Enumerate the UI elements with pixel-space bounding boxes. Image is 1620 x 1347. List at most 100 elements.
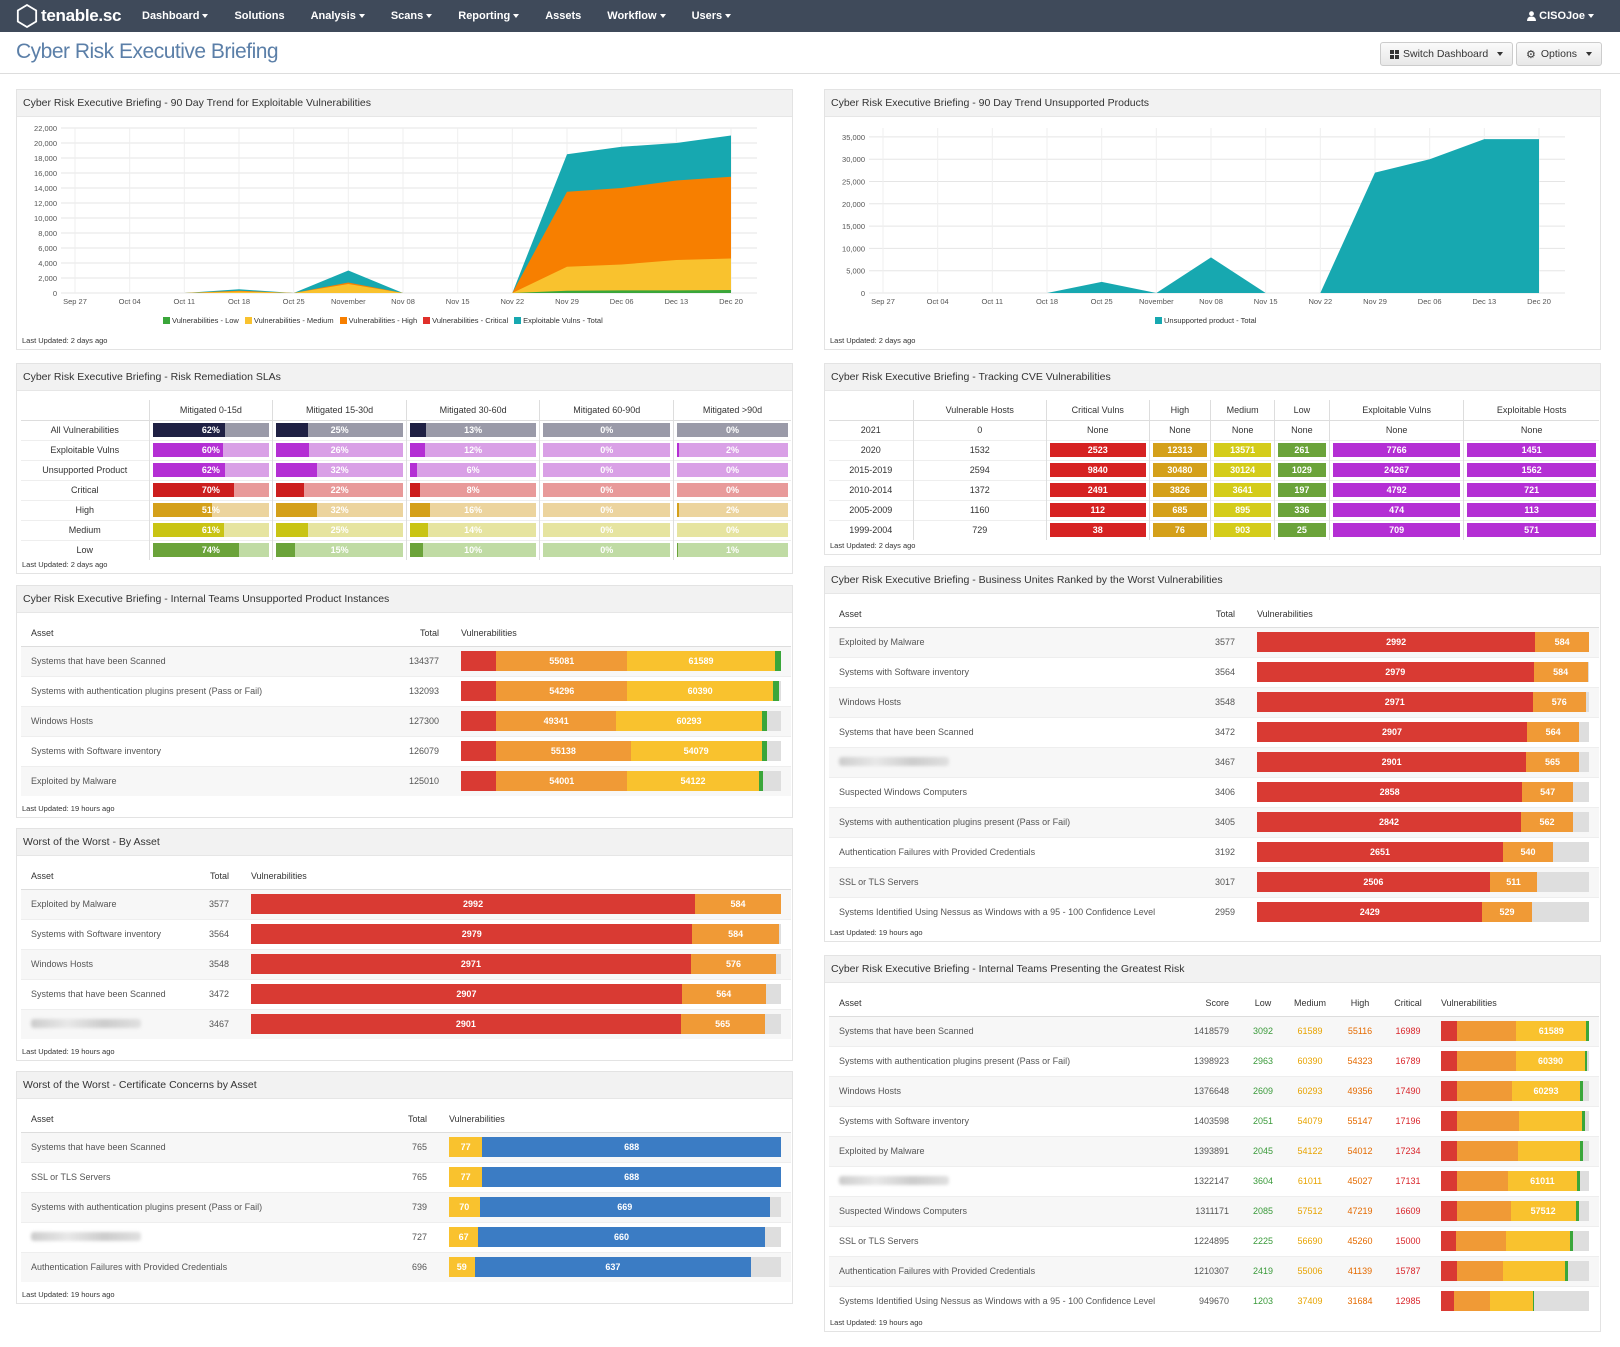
sla-progress-bar[interactable]: 0% [677,463,788,477]
table-row[interactable]: 1322147 3604 61011 45027 17131 61011 [829,1165,1599,1196]
cve-cell[interactable]: 709 [1328,519,1464,540]
sla-progress-bar[interactable]: 8% [409,483,537,497]
vulnerability-bar[interactable]: 2901 565 [1257,752,1589,772]
vulnerability-bar[interactable]: 59 637 [449,1257,781,1278]
vulnerability-bar[interactable]: 2992 584 [251,894,781,914]
vulnerability-bar[interactable] [1441,1291,1589,1312]
cve-cell[interactable]: 721 [1463,479,1599,500]
vulnerability-bar[interactable]: 2858 547 [1257,782,1589,802]
table-row[interactable]: Exploited by Malware 3577 2992 584 [21,888,791,919]
cve-cell[interactable]: 30124 [1210,459,1275,480]
cve-cell[interactable]: 1029 [1273,459,1330,480]
sla-progress-bar[interactable]: 74% [152,543,270,558]
cve-cell[interactable]: 2523 [1045,439,1150,460]
vulnerability-bar[interactable]: 2907 564 [1257,722,1589,742]
sla-progress-bar[interactable]: 70% [152,483,270,497]
nav-item-analysis[interactable]: Analysis [311,10,365,22]
sla-progress-bar[interactable]: 10% [409,543,537,558]
sla-progress-bar[interactable]: 0% [543,423,671,437]
vulnerability-bar[interactable]: 2992 584 [1257,632,1589,652]
sla-progress-bar[interactable]: 51% [152,503,270,517]
sla-progress-bar[interactable]: 0% [677,423,788,437]
legend-item[interactable]: Exploitable Vulns - Total [514,316,603,325]
user-menu[interactable]: CISOJoe [1527,10,1594,22]
nav-item-dashboard[interactable]: Dashboard [142,10,209,22]
cve-cell[interactable]: None [1210,419,1275,440]
table-row[interactable]: Suspected Windows Computers 3406 2858 547 [829,776,1599,807]
cve-cell[interactable]: None [1463,419,1599,440]
sla-progress-bar[interactable]: 25% [276,523,403,537]
nav-item-scans[interactable]: Scans [391,10,433,22]
cve-cell[interactable]: 474 [1328,499,1464,520]
cve-cell[interactable]: 12313 [1148,439,1211,460]
table-row[interactable]: Systems with authentication plugins pres… [21,1191,791,1222]
cve-cell[interactable]: None [1273,419,1330,440]
cve-cell[interactable]: 3641 [1210,479,1275,500]
cve-cell[interactable]: 13571 [1210,439,1275,460]
cve-cell[interactable]: 112 [1045,499,1150,520]
table-row[interactable]: Windows Hosts 127300 49341 60293 [21,705,791,736]
cve-cell[interactable]: 25 [1273,519,1330,540]
sla-progress-bar[interactable]: 0% [543,523,671,537]
legend-item[interactable]: Vulnerabilities - Medium [244,316,334,325]
table-row[interactable]: Windows Hosts 3548 2971 576 [21,948,791,979]
table-row[interactable]: Windows Hosts 3548 2971 576 [829,686,1599,717]
vulnerability-bar[interactable]: 2842 562 [1257,812,1589,832]
table-row[interactable]: SSL or TLS Servers 1224895 2225 56690 45260 1… [829,1225,1599,1256]
table-row[interactable]: Systems with Software inventory 3564 2979 5… [21,918,791,949]
table-row[interactable]: SSL or TLS Servers 765 77 688 [21,1161,791,1192]
sla-progress-bar[interactable]: 1% [677,543,788,558]
nav-item-reporting[interactable]: Reporting [458,10,520,22]
vulnerability-bar[interactable]: 60390 [1441,1051,1589,1071]
sla-progress-bar[interactable]: 0% [543,503,671,517]
table-row[interactable]: Authentication Failures with Provided Cr… [829,836,1599,867]
nav-item-solutions[interactable]: Solutions [234,10,284,22]
sla-progress-bar[interactable]: 16% [409,503,537,517]
table-row[interactable]: Windows Hosts 1376648 2609 60293 49356 17490 6… [829,1075,1599,1106]
vulnerability-bar[interactable]: 2971 576 [1257,692,1589,712]
options-button[interactable]: ⚙ Options [1516,42,1603,66]
table-row[interactable]: Systems Identified Using Nessus as Windo… [829,896,1599,927]
vulnerability-bar[interactable]: 67 660 [449,1227,781,1247]
cve-cell[interactable]: 2491 [1045,479,1150,500]
cve-cell[interactable]: None [1328,419,1464,440]
table-row[interactable]: Exploited by Malware 1393891 2045 54122 5401… [829,1135,1599,1166]
legend-item[interactable]: Vulnerabilities - Critical [423,316,508,325]
legend-item[interactable]: Vulnerabilities - High [339,316,417,325]
cve-cell[interactable]: 24267 [1328,459,1464,480]
sla-progress-bar[interactable]: 6% [409,463,537,477]
sla-progress-bar[interactable]: 61% [152,523,270,537]
cve-cell[interactable]: 261 [1273,439,1330,460]
cve-cell[interactable]: None [1148,419,1211,440]
table-row[interactable]: Authentication Failures with Provided Cr… [829,1255,1599,1286]
vulnerability-bar[interactable]: 2506 511 [1257,872,1589,892]
vulnerability-bar[interactable]: 2907 564 [251,984,781,1004]
cve-cell[interactable]: 571 [1463,519,1599,540]
vulnerability-bar[interactable]: 54296 60390 [461,681,781,701]
table-row[interactable]: 3467 2901 565 [21,1008,791,1039]
cve-cell[interactable]: 113 [1463,499,1599,520]
vulnerability-bar[interactable]: 2979 584 [1257,662,1589,682]
table-row[interactable]: Systems with authentication plugins pres… [829,1045,1599,1076]
table-row[interactable]: Authentication Failures with Provided Cr… [21,1251,791,1282]
vulnerability-bar[interactable]: 49341 60293 [461,711,781,731]
table-row[interactable]: Systems that have been Scanned 1418579 309… [829,1015,1599,1046]
table-row[interactable]: Systems with Software inventory 3564 2979 5… [829,656,1599,687]
vulnerability-bar[interactable] [1441,1261,1589,1281]
cve-cell[interactable]: None [1045,419,1150,440]
table-row[interactable]: Systems with authentication plugins pres… [21,675,791,706]
cve-cell[interactable]: 197 [1273,479,1330,500]
sla-progress-bar[interactable]: 0% [543,483,671,497]
table-row[interactable]: Exploited by Malware 3577 2992 584 [829,626,1599,657]
legend-item[interactable]: Unsupported product - Total [1155,316,1256,325]
vulnerability-bar[interactable]: 2971 576 [251,954,781,974]
cve-cell[interactable]: 903 [1210,519,1275,540]
sla-progress-bar[interactable]: 12% [409,443,537,457]
vulnerability-bar[interactable]: 55138 54079 [461,741,781,761]
sla-progress-bar[interactable]: 0% [543,463,671,477]
sla-progress-bar[interactable]: 62% [152,423,270,437]
table-row[interactable]: Systems that have been Scanned 765 77 688 [21,1131,791,1162]
sla-progress-bar[interactable]: 2% [677,443,788,457]
table-row[interactable]: Systems that have been Scanned 3472 2907 56… [829,716,1599,747]
sla-progress-bar[interactable]: 15% [276,543,403,558]
